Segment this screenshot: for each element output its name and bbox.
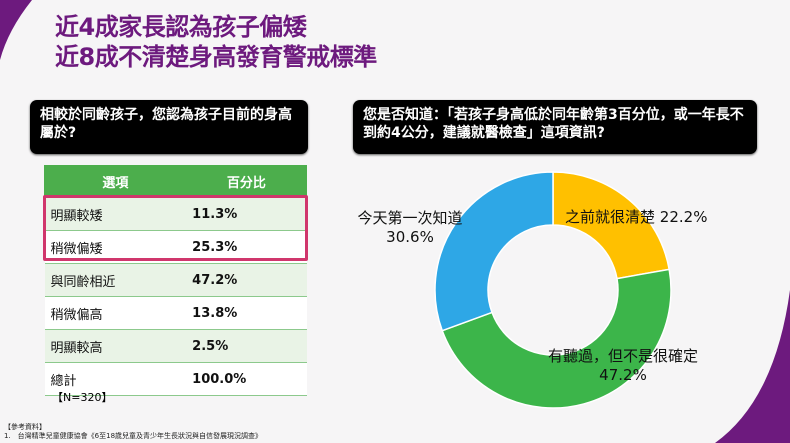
option-cell: 總計 bbox=[44, 362, 187, 396]
option-cell: 與同齡相近 bbox=[44, 263, 187, 297]
header-option: 選項 bbox=[44, 165, 187, 198]
results-table: 選項 百分比 明顯較矮 11.3% 稍微偏矮 25.3% 與同齡相近 47.2% 稍微… bbox=[44, 165, 308, 396]
slice-label-1: 有聽過，但不是很確定 47.2% bbox=[547, 347, 698, 384]
question-2-box: 您是否知道：「若孩子身高低於同年齡第3百分位，或一年長不到約4公分，建議就醫檢查… bbox=[353, 100, 757, 154]
option-cell: 明顯較高 bbox=[44, 329, 187, 363]
slice-label-0: 之前就很清楚 22.2% bbox=[565, 208, 708, 226]
title-line-2: 近8成不清楚身高發育警戒標準 bbox=[55, 43, 377, 71]
references: 【參考資料】 1. 台灣精準兒童健康協會《6至18歲兒童及青少年生長狀況與自信發… bbox=[4, 423, 262, 441]
header-percent: 百分比 bbox=[185, 165, 308, 198]
table-row: 明顯較高 2.5% bbox=[44, 329, 307, 363]
option-cell: 明顯較矮 bbox=[44, 197, 187, 231]
percent-cell: 47.2% bbox=[186, 263, 307, 297]
slice-label-2: 今天第一次知道 30.6% bbox=[357, 209, 463, 246]
sample-size: 【N=320】 bbox=[52, 391, 113, 404]
percent-cell: 100.0% bbox=[186, 362, 307, 396]
option-cell: 稍微偏高 bbox=[44, 296, 187, 330]
question-1-box: 相較於同齡孩子，您認為孩子目前的身高屬於? bbox=[30, 100, 308, 154]
table-row: 與同齡相近 47.2% bbox=[44, 263, 307, 297]
percent-cell: 13.8% bbox=[186, 296, 307, 330]
highlight-box bbox=[43, 195, 308, 261]
reference-item: 1. 台灣精準兒童健康協會《6至18歲兒童及青少年生長狀況與自信發展現況調查》 bbox=[4, 432, 263, 440]
title-line-1: 近4成家長認為孩子偏矮 bbox=[55, 13, 307, 41]
references-heading: 【參考資料】 bbox=[4, 423, 46, 431]
page-title: 近4成家長認為孩子偏矮 近8成不清楚身高發育警戒標準 bbox=[55, 12, 377, 72]
table-row: 總計 100.0% bbox=[44, 362, 307, 396]
table-row: 稍微偏高 13.8% bbox=[44, 296, 307, 330]
percent-cell: 2.5% bbox=[186, 329, 307, 363]
